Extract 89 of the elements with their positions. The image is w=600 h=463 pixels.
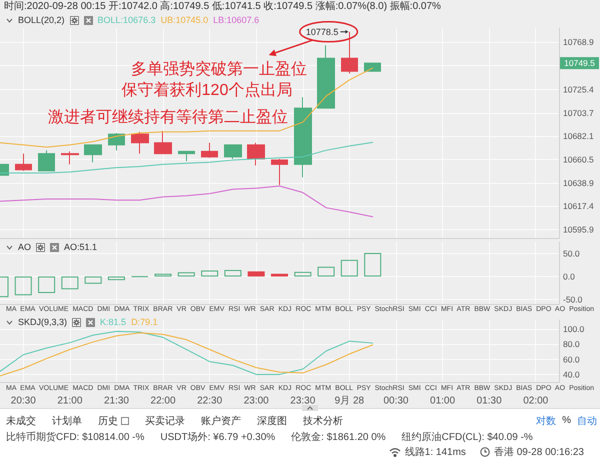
candlestick: [38, 150, 55, 172]
legend-title: SKDJ(9,3,3): [18, 316, 68, 328]
bar: [108, 276, 125, 280]
line-series: [0, 186, 374, 218]
chart-subtitle: 时间:2020-09-28 00:15 开:10742.0 高:10749.5 低:10741.5 收:10749.5 涨幅:0.07%(8.0) 振幅:0.07%: [4, 1, 441, 13]
text: 未成交: [6, 414, 36, 428]
x-tick-label: 21:00: [57, 396, 83, 406]
candlestick: [108, 132, 125, 151]
bar: [294, 272, 312, 276]
legend-title: AO: [18, 241, 32, 253]
bar: [340, 260, 358, 276]
y-tick-label: 50.0: [563, 248, 580, 258]
bar: [224, 270, 242, 276]
x-tick-label: 21:30: [104, 396, 130, 406]
candlestick: [224, 144, 242, 160]
text: 伦敦金: $1861.20 0%: [291, 430, 386, 444]
text: 技术分析: [303, 414, 343, 428]
y-tick-label: 40.0: [563, 369, 580, 380]
bar: [14, 276, 32, 296]
text: LB:10607.6: [213, 14, 260, 26]
text: 香港 09-28 00:16:23: [494, 446, 584, 458]
text: 买卖记录: [145, 414, 185, 428]
x-tick-label: 22:30: [197, 396, 223, 406]
series-label: D:79.1: [131, 316, 158, 328]
annotation: 10778.5: [306, 26, 338, 37]
bar: [84, 276, 102, 284]
annotation: 保守着获利120个点出局: [122, 81, 292, 101]
text: 自动: [577, 414, 597, 428]
candlestick: [61, 150, 79, 165]
text: 纽约原油CFD(CL): $40.09 -%: [402, 430, 533, 444]
candlestick: [271, 158, 288, 186]
annotation: 激进者可继续持有等待第二止盈位: [48, 108, 288, 128]
bar: [154, 274, 172, 276]
text: %: [562, 415, 571, 426]
bar: [364, 252, 382, 276]
candlestick: [154, 130, 172, 154]
text: 账户资产: [201, 414, 241, 428]
text: 对数: [536, 414, 556, 428]
candlestick: [317, 44, 335, 109]
candlestick: [131, 131, 149, 154]
y-tick-label: 10617.4: [563, 201, 594, 212]
x-tick-label: 22:00: [150, 396, 176, 406]
y-tick-label: 10682.1: [563, 131, 594, 142]
y-tick-label: 10660.5: [563, 154, 594, 165]
text: AO:51.1: [64, 241, 98, 253]
bar: [61, 276, 78, 290]
candlestick: [15, 153, 32, 172]
x-tick-label: 23:00: [244, 396, 270, 406]
y-tick-label: 60.0: [563, 354, 580, 364]
series-label: K:81.5: [100, 316, 126, 328]
line-series: [0, 142, 374, 174]
legend-title: BOLL(20,2): [18, 14, 65, 26]
candlestick: [247, 142, 265, 166]
x-tick-label: 20:30: [10, 396, 36, 406]
candlestick: [341, 31, 358, 74]
y-tick-label: -50.0: [563, 294, 583, 304]
y-tick-label: 10768.9: [563, 37, 594, 48]
bar: [201, 270, 218, 276]
candlestick: [201, 142, 218, 158]
annotation: 多单强势突破第一止盈位: [131, 60, 307, 80]
text: 历史: [98, 414, 119, 428]
bar: [38, 276, 56, 293]
text: 计划单: [52, 414, 82, 428]
x-tick-label: 00:30: [383, 396, 409, 406]
text: 比特币期货CFD: $10814.00 -%: [6, 430, 144, 444]
y-tick-label: 10595.9: [563, 224, 594, 234]
x-tick-label: 01:00: [430, 396, 456, 406]
text: USDT场外: ¥6.79 +0.30%: [160, 430, 276, 444]
y-tick-label: 10703.7: [563, 108, 594, 118]
bar: [178, 272, 195, 276]
y-tick-label: 80.0: [563, 339, 580, 350]
y-tick-label: 10725.4: [563, 84, 594, 94]
x-tick-label: 23:30: [290, 396, 316, 406]
annotation: 10749.5: [564, 58, 596, 68]
candlestick: [84, 144, 102, 163]
text: 深度图: [257, 414, 287, 428]
x-tick-label: 9月 28: [334, 396, 365, 406]
text: 线路1: 141ms: [404, 446, 466, 458]
text: BOLL:10676.3: [98, 14, 156, 26]
bar: [248, 271, 265, 276]
x-tick-label: 01:30: [476, 396, 502, 406]
candlestick: [178, 150, 195, 162]
y-tick-label: 0.0: [563, 271, 576, 282]
candlestick: [364, 62, 381, 72]
y-tick-label: 100.0: [563, 324, 585, 334]
x-tick-label: 02:00: [523, 396, 549, 406]
text: UB:10745.0: [160, 14, 208, 26]
bar: [318, 266, 335, 276]
y-tick-label: 10638.9: [563, 178, 594, 188]
